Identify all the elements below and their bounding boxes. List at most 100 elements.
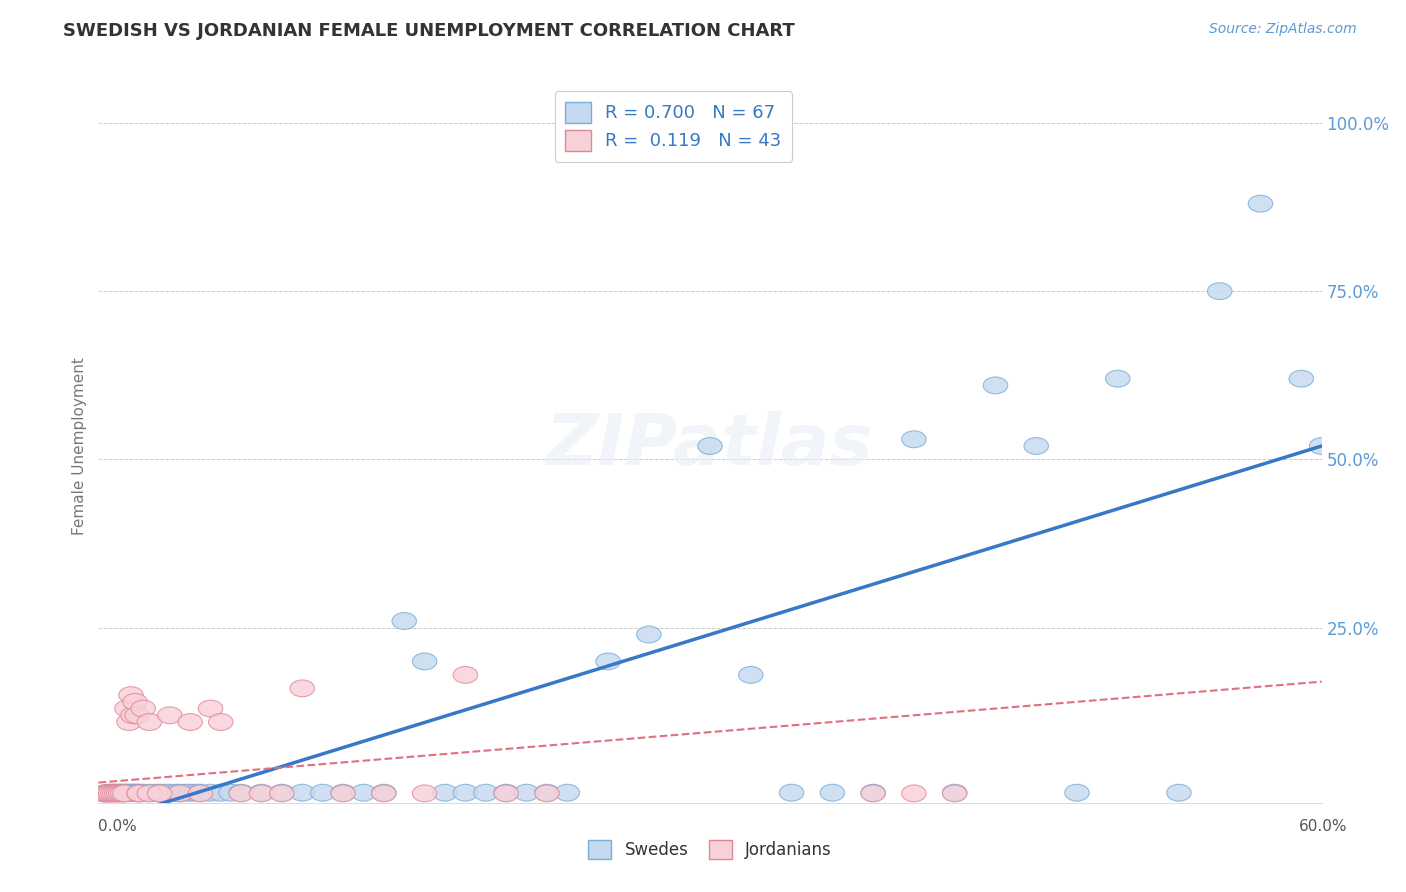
Ellipse shape (453, 666, 478, 683)
Ellipse shape (174, 784, 198, 801)
Ellipse shape (107, 785, 131, 802)
Ellipse shape (330, 784, 356, 801)
Ellipse shape (494, 784, 519, 801)
Ellipse shape (392, 613, 416, 630)
Ellipse shape (107, 784, 131, 801)
Ellipse shape (534, 785, 560, 802)
Ellipse shape (290, 784, 315, 801)
Ellipse shape (208, 714, 233, 731)
Ellipse shape (596, 653, 620, 670)
Text: ZIPatlas: ZIPatlas (547, 411, 873, 481)
Ellipse shape (100, 784, 125, 801)
Ellipse shape (208, 784, 233, 801)
Ellipse shape (111, 784, 135, 801)
Ellipse shape (125, 706, 149, 723)
Ellipse shape (229, 784, 253, 801)
Ellipse shape (157, 706, 181, 723)
Ellipse shape (697, 438, 723, 454)
Ellipse shape (1208, 283, 1232, 300)
Ellipse shape (901, 431, 927, 448)
Ellipse shape (115, 784, 139, 801)
Ellipse shape (117, 784, 141, 801)
Ellipse shape (179, 784, 202, 801)
Ellipse shape (104, 785, 129, 802)
Ellipse shape (412, 785, 437, 802)
Ellipse shape (127, 785, 152, 802)
Ellipse shape (125, 784, 149, 801)
Ellipse shape (860, 784, 886, 801)
Ellipse shape (117, 714, 141, 731)
Ellipse shape (148, 785, 172, 802)
Ellipse shape (103, 785, 127, 802)
Ellipse shape (534, 784, 560, 801)
Ellipse shape (121, 784, 145, 801)
Ellipse shape (371, 784, 396, 801)
Ellipse shape (111, 785, 135, 802)
Ellipse shape (108, 784, 134, 801)
Ellipse shape (453, 784, 478, 801)
Ellipse shape (860, 785, 886, 802)
Ellipse shape (98, 784, 122, 801)
Ellipse shape (138, 785, 162, 802)
Text: 0.0%: 0.0% (98, 819, 138, 834)
Ellipse shape (942, 784, 967, 801)
Ellipse shape (131, 700, 156, 717)
Ellipse shape (555, 784, 579, 801)
Ellipse shape (1064, 784, 1090, 801)
Ellipse shape (188, 784, 212, 801)
Ellipse shape (1105, 370, 1130, 387)
Ellipse shape (94, 785, 120, 802)
Ellipse shape (108, 785, 134, 802)
Ellipse shape (143, 784, 167, 801)
Ellipse shape (412, 653, 437, 670)
Y-axis label: Female Unemployment: Female Unemployment (72, 357, 87, 535)
Ellipse shape (98, 785, 122, 802)
Ellipse shape (1024, 438, 1049, 454)
Ellipse shape (330, 785, 356, 802)
Ellipse shape (104, 784, 129, 801)
Ellipse shape (103, 784, 127, 801)
Ellipse shape (148, 785, 172, 802)
Ellipse shape (97, 785, 121, 802)
Ellipse shape (122, 784, 148, 801)
Ellipse shape (153, 784, 179, 801)
Ellipse shape (112, 785, 138, 802)
Text: 60.0%: 60.0% (1299, 819, 1347, 834)
Ellipse shape (100, 785, 125, 802)
Ellipse shape (1309, 438, 1334, 454)
Ellipse shape (148, 784, 172, 801)
Ellipse shape (352, 784, 375, 801)
Ellipse shape (138, 784, 162, 801)
Ellipse shape (249, 785, 274, 802)
Ellipse shape (219, 784, 243, 801)
Ellipse shape (93, 785, 117, 802)
Ellipse shape (198, 700, 222, 717)
Ellipse shape (433, 784, 457, 801)
Ellipse shape (131, 784, 156, 801)
Ellipse shape (311, 784, 335, 801)
Ellipse shape (474, 784, 498, 801)
Ellipse shape (1249, 195, 1272, 212)
Ellipse shape (738, 666, 763, 683)
Ellipse shape (249, 784, 274, 801)
Ellipse shape (515, 784, 538, 801)
Ellipse shape (820, 784, 845, 801)
Ellipse shape (901, 785, 927, 802)
Ellipse shape (184, 784, 208, 801)
Ellipse shape (942, 785, 967, 802)
Ellipse shape (1289, 370, 1313, 387)
Ellipse shape (120, 687, 143, 704)
Ellipse shape (779, 784, 804, 801)
Ellipse shape (290, 680, 315, 697)
Ellipse shape (198, 784, 222, 801)
Ellipse shape (637, 626, 661, 643)
Ellipse shape (121, 706, 145, 723)
Ellipse shape (97, 784, 121, 801)
Ellipse shape (270, 784, 294, 801)
Ellipse shape (115, 700, 139, 717)
Ellipse shape (163, 784, 188, 801)
Text: SWEDISH VS JORDANIAN FEMALE UNEMPLOYMENT CORRELATION CHART: SWEDISH VS JORDANIAN FEMALE UNEMPLOYMENT… (63, 22, 794, 40)
Ellipse shape (983, 377, 1008, 394)
Ellipse shape (157, 784, 181, 801)
Legend: Swedes, Jordanians: Swedes, Jordanians (582, 833, 838, 866)
